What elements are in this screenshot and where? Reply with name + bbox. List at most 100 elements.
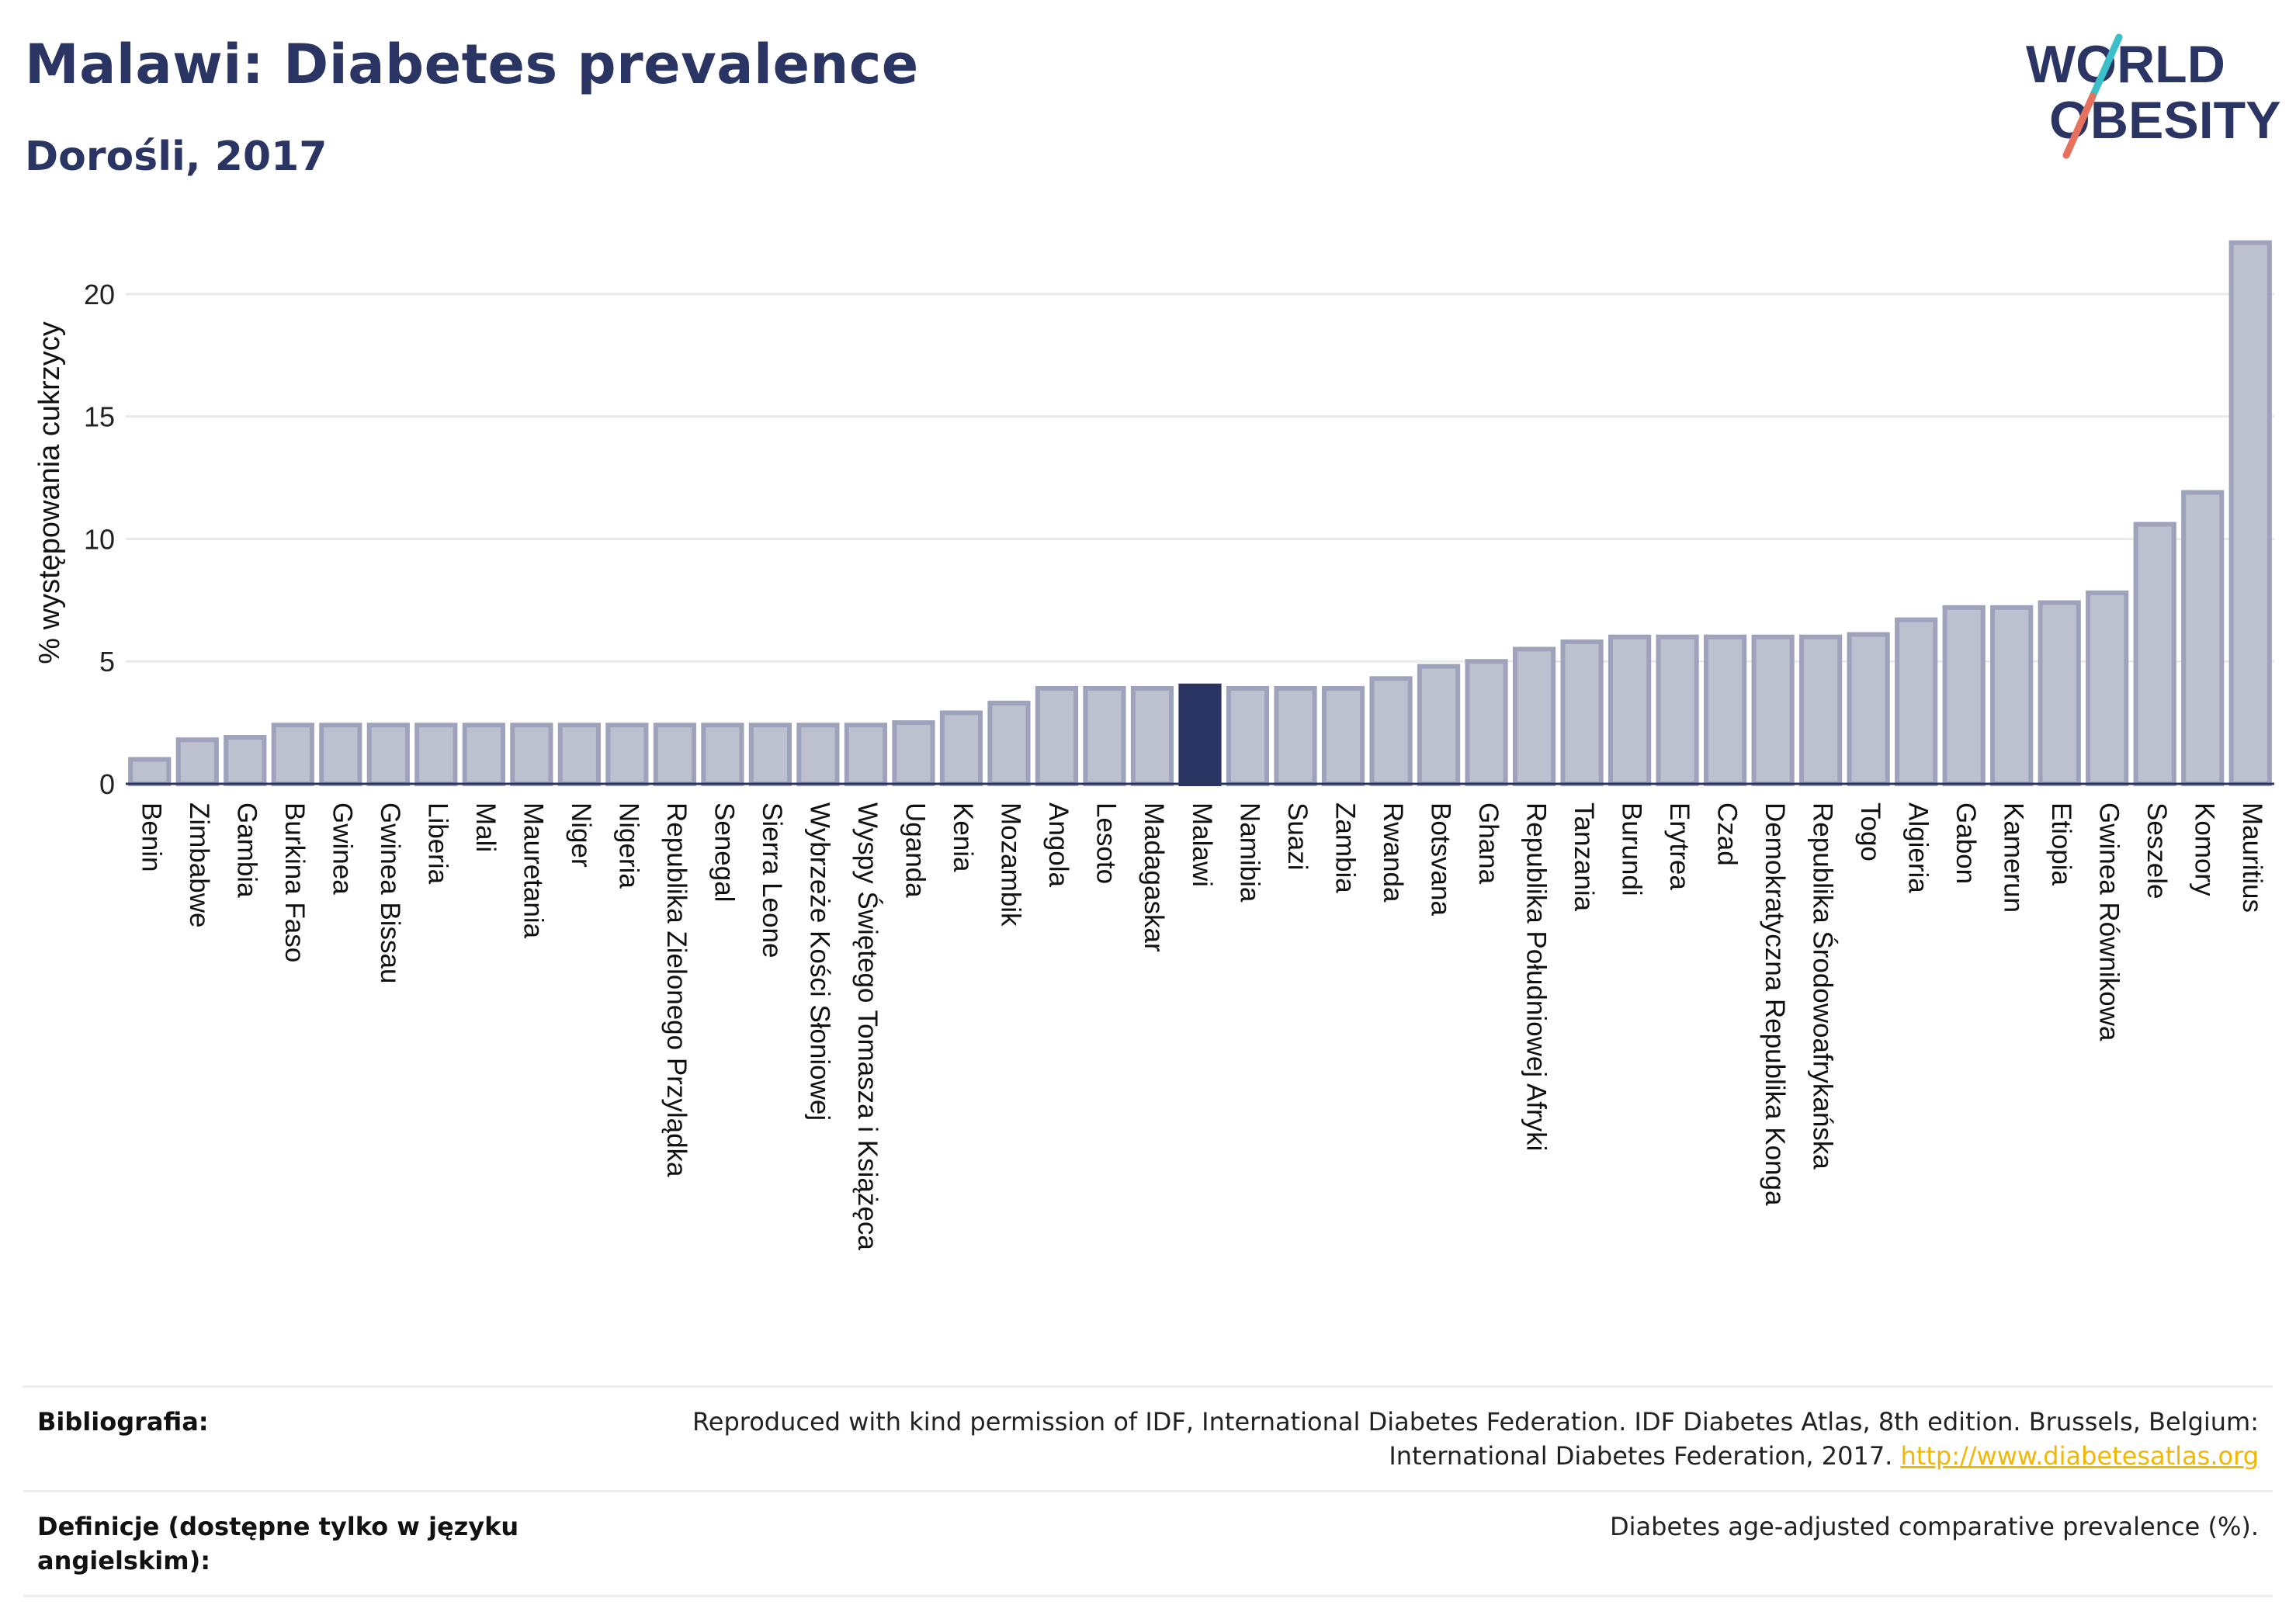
x-tick-label: Mauritius [2237,802,2267,913]
bar-gabon [1942,605,1986,786]
bar-madagaskar [1130,685,1174,787]
bar-senegal [701,723,744,786]
bar-chart: 0 5 10 15 20 Benin Zimbabwe Gambia Burkina Faso… [33,240,2274,1250]
x-tick-label: Kamerun [1998,802,2028,913]
bar-botsvana [1417,664,1461,786]
definitions-label: Definicje (dostępne tylko w języku angie… [37,1512,519,1575]
x-tick-label: Angola [1043,802,1073,888]
x-tick-label: Uganda [900,802,931,898]
bar-demokratyczna-republika-konga [1751,634,1795,787]
definitions-row: Definicje (dostępne tylko w języku angie… [23,1490,2273,1597]
bar-kenia [939,710,983,786]
x-tick-label: Zimbabwe [184,802,214,927]
x-tick-label: Wybrzeże Kości Słoniowej [805,802,835,1121]
x-tick-label: Tanzania [1569,802,1599,912]
bar-lesoto [1083,685,1126,787]
x-tick-labels: Benin Zimbabwe Gambia Burkina Faso Gwinea Gwi… [137,802,2267,1250]
logo-line1: WORLD [2026,35,2225,94]
x-tick-label: Republika Środowoafrykańska [1807,802,1838,1170]
x-tick-label: Botsvana [1425,802,1455,916]
bar-nigeria [605,723,649,786]
x-tick-label: Madagaskar [1139,802,1169,952]
bar-namibia [1226,685,1270,787]
bar-rwanda [1369,676,1413,786]
chart-title: Malawi: Diabetes prevalence [25,33,919,96]
bibliography-text: Reproduced with kind permission of IDF, … [692,1407,2259,1471]
bars [128,240,2272,787]
bar-liberia [414,723,458,786]
x-tick-label: Algieria [1902,802,1933,893]
x-tick-label: Benin [137,802,167,872]
x-tick-label: Etiopia [2046,802,2076,886]
x-tick-label: Gwinea Równikowa [2093,802,2124,1041]
x-tick-label: Seszele [2142,802,2172,899]
x-tick-label: Mali [470,802,501,852]
bar-mali [462,723,505,786]
x-tick-label: Senegal [709,802,740,902]
logo-slash-teal [2089,33,2123,100]
chart-footer: Bibliografia: Reproduced with kind permi… [23,1385,2273,1597]
x-tick-label: Suazi [1282,802,1313,871]
y-tick-labels: 0 5 10 15 20 [84,279,115,800]
bar-kamerun [1990,605,2034,786]
x-tick-label: Burkina Faso [279,802,310,962]
bar-zambia [1321,685,1365,787]
bibliography-link[interactable]: http://www.diabetesatlas.org [1900,1441,2259,1471]
bibliography-label: Bibliografia: [37,1407,209,1437]
x-tick-label: Gwinea Bissau [375,802,405,983]
bar-wybrzeże-kości-słoniowej [796,723,840,786]
x-tick-label: Liberia [423,802,453,885]
bar-togo [1847,632,1890,786]
x-tick-label: Erytrea [1664,802,1694,890]
x-tick-label: Republika Południowej Afryki [1521,802,1551,1151]
bar-burkina-faso [271,723,314,786]
x-tick-label: Republika Zielonego Przylądka [661,802,692,1177]
x-tick-label: Ghana [1473,802,1503,885]
bar-sierra-leone [748,723,793,786]
bar-seszele [2133,522,2176,786]
x-tick-label: Gabon [1951,802,1981,884]
y-tick-label: 5 [99,646,115,678]
world-obesity-logo: WORLD OBESITY [2026,33,2281,159]
bar-angola [1035,685,1079,787]
bar-mauritius [2228,240,2272,787]
bar-gwinea-bissau [366,723,410,786]
x-tick-label: Togo [1855,802,1885,861]
x-tick-label: Nigeria [614,802,644,889]
bar-gambia [224,735,267,786]
x-tick-label: Demokratyczna Republika Konga [1760,802,1790,1206]
y-tick-label: 10 [84,523,115,555]
bar-mozambik [987,700,1031,786]
bar-etiopia [2038,600,2081,786]
x-tick-label: Komory [2189,802,2219,896]
x-tick-label: Czad [1712,802,1742,866]
x-tick-label: Gwinea [328,802,358,895]
x-tick-label: Mozambik [996,802,1026,927]
bar-gwinea [319,723,362,786]
bar-republika-zielonego-przylądka [653,723,696,786]
bar-ghana [1465,659,1508,786]
bar-czad [1704,634,1747,787]
bar-tanzania [1560,639,1604,786]
bar-benin [128,757,172,787]
x-tick-label: Burundi [1616,802,1646,896]
chart-subtitle: Dorośli, 2017 [25,133,328,180]
x-tick-label: Wyspy Świętego Tomasza i Książęca [852,802,883,1250]
y-tick-label: 20 [84,279,115,310]
bar-republika-środowoafrykańska [1799,634,1843,787]
x-tick-label: Kenia [948,802,978,872]
definitions-value: Diabetes age-adjusted comparative preval… [1610,1512,2259,1541]
bar-komory [2181,490,2225,786]
bar-malawi [1178,683,1222,786]
x-tick-label: Rwanda [1378,802,1408,903]
bibliography-value: Reproduced with kind permission of IDF, … [551,1405,2259,1473]
x-tick-label: Malawi [1187,802,1217,887]
bar-niger [557,723,601,786]
bar-burundi [1608,634,1652,787]
y-tick-label: 15 [84,401,115,433]
bar-suazi [1274,685,1317,787]
x-tick-label: Zambia [1330,802,1360,893]
bar-republika-południowej-afryki [1512,646,1556,787]
bar-algieria [1895,617,1938,786]
bibliography-row: Bibliografia: Reproduced with kind permi… [23,1385,2273,1490]
